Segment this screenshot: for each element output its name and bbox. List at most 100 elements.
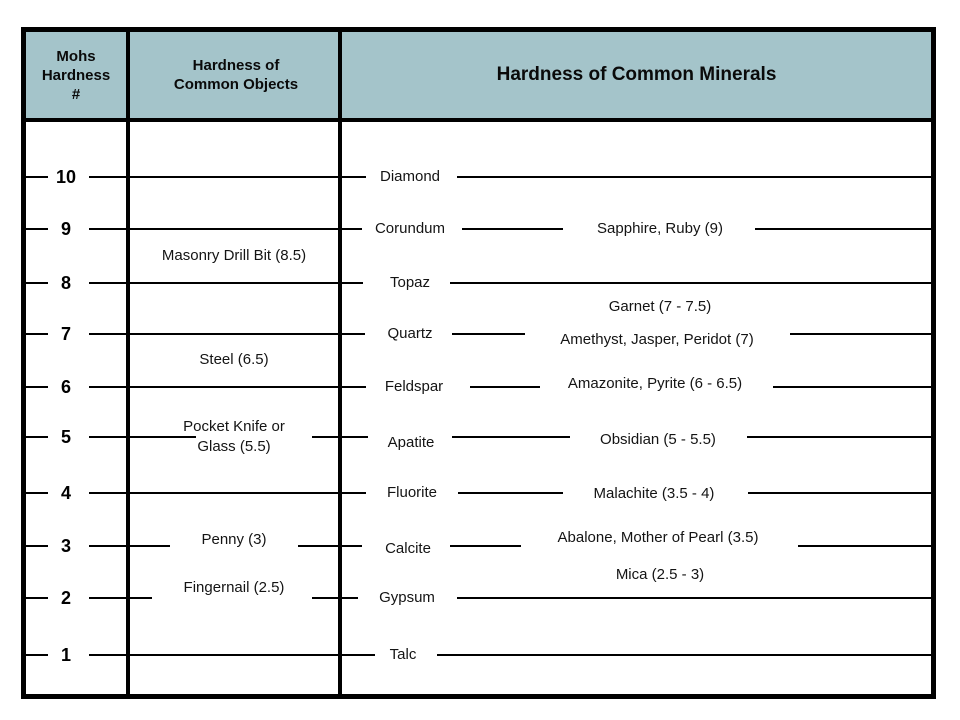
mineral-name-label: Fluorite — [386, 484, 438, 501]
hardness-number: 9 — [60, 219, 71, 239]
gem-examples-label: Amazonite, Pyrite (6 - 6.5) — [567, 375, 743, 392]
common-object-label: Fingernail (2.5) — [183, 579, 285, 596]
minerals-scale-line — [457, 597, 931, 599]
minerals-scale-line — [773, 386, 931, 388]
mineral-name-label: Calcite — [385, 540, 431, 557]
minerals-scale-line — [342, 228, 362, 230]
minerals-scale-line — [342, 492, 366, 494]
objects-scale-line — [130, 333, 338, 335]
minerals-scale-line — [470, 386, 540, 388]
hardness-tick-left — [26, 597, 48, 599]
minerals-scale-line — [437, 654, 931, 656]
mineral-name-label: Topaz — [389, 274, 431, 291]
minerals-scale-line — [342, 282, 363, 284]
header-mohs-line1: Mohs — [56, 47, 96, 65]
hardness-tick-left — [26, 282, 48, 284]
minerals-scale-line — [457, 176, 931, 178]
common-object-label: Pocket Knife or Glass (5.5) — [183, 418, 285, 455]
header-mohs-line2: Hardness — [41, 66, 111, 84]
minerals-scale-line — [342, 176, 366, 178]
objects-scale-line — [130, 282, 338, 284]
objects-scale-line — [312, 597, 338, 599]
hardness-number: 6 — [60, 377, 71, 397]
hardness-number: 1 — [60, 645, 71, 665]
hardness-number: 4 — [60, 483, 71, 503]
header-common-objects: Hardness of Common Objects — [130, 32, 342, 118]
minerals-scale-line — [342, 333, 365, 335]
hardness-tick-left — [26, 228, 48, 230]
minerals-scale-line — [790, 333, 931, 335]
minerals-scale-line — [342, 436, 368, 438]
chart-table-frame — [21, 27, 936, 699]
gem-examples-label: Amethyst, Jasper, Peridot (7) — [560, 331, 754, 348]
gem-examples-label: Sapphire, Ruby (9) — [597, 220, 723, 237]
hardness-tick-left — [26, 176, 48, 178]
column-divider-1 — [126, 32, 130, 694]
mineral-name-label: Corundum — [374, 220, 446, 237]
mineral-name-label: Apatite — [387, 434, 435, 451]
objects-scale-line — [130, 176, 338, 178]
objects-scale-line — [312, 436, 338, 438]
header-objects-line1: Hardness of — [192, 57, 280, 74]
objects-scale-line — [130, 436, 196, 438]
hardness-tick-right — [89, 545, 130, 547]
header-common-minerals: Hardness of Common Minerals — [342, 32, 931, 118]
objects-scale-line — [130, 228, 338, 230]
mineral-name-label: Diamond — [379, 168, 441, 185]
hardness-tick-left — [26, 492, 48, 494]
objects-scale-line — [130, 654, 338, 656]
minerals-scale-line — [452, 333, 525, 335]
header-minerals-text: Hardness of Common Minerals — [496, 64, 777, 85]
minerals-scale-line — [342, 654, 375, 656]
column-divider-2 — [338, 32, 342, 694]
hardness-tick-left — [26, 386, 48, 388]
minerals-scale-line — [342, 545, 362, 547]
gem-examples-label: Malachite (3.5 - 4) — [593, 485, 715, 502]
minerals-scale-line — [452, 436, 570, 438]
objects-scale-line — [130, 545, 170, 547]
floating-mineral-label: Garnet (7 - 7.5) — [608, 298, 712, 315]
hardness-number: 10 — [55, 167, 77, 187]
minerals-scale-line — [755, 228, 931, 230]
mineral-name-label: Talc — [389, 646, 417, 663]
header-objects-line2: Common Objects — [173, 76, 299, 93]
hardness-number: 7 — [60, 324, 71, 344]
minerals-scale-line — [748, 492, 931, 494]
hardness-tick-left — [26, 654, 48, 656]
hardness-number: 5 — [60, 427, 71, 447]
hardness-tick-left — [26, 545, 48, 547]
gem-examples-label: Obsidian (5 - 5.5) — [600, 431, 716, 448]
hardness-tick-right — [89, 333, 130, 335]
hardness-number: 3 — [60, 536, 71, 556]
hardness-tick-right — [89, 654, 130, 656]
hardness-tick-right — [89, 282, 130, 284]
hardness-tick-right — [89, 492, 130, 494]
header-mohs-number: Mohs Hardness # — [26, 32, 126, 118]
hardness-tick-right — [89, 436, 130, 438]
header-mohs-line3: # — [71, 85, 81, 103]
common-object-label: Masonry Drill Bit (8.5) — [161, 247, 307, 264]
common-object-label: Steel (6.5) — [199, 351, 269, 368]
hardness-tick-right — [89, 386, 130, 388]
gem-examples-label: Abalone, Mother of Pearl (3.5) — [557, 529, 759, 546]
hardness-number: 8 — [60, 273, 71, 293]
hardness-tick-left — [26, 333, 48, 335]
minerals-scale-line — [342, 386, 366, 388]
common-object-label: Penny (3) — [201, 531, 267, 548]
hardness-tick-right — [89, 176, 130, 178]
minerals-scale-line — [450, 282, 931, 284]
minerals-scale-line — [342, 597, 358, 599]
minerals-scale-line — [458, 492, 563, 494]
mineral-name-label: Feldspar — [384, 378, 444, 395]
header-row: Mohs Hardness # Hardness of Common Objec… — [26, 32, 931, 122]
objects-scale-line — [298, 545, 338, 547]
minerals-scale-line — [450, 545, 521, 547]
hardness-number: 2 — [60, 588, 71, 608]
floating-mineral-label: Mica (2.5 - 3) — [615, 566, 705, 583]
objects-scale-line — [130, 386, 338, 388]
mineral-name-label: Gypsum — [379, 589, 435, 606]
minerals-scale-line — [798, 545, 931, 547]
hardness-tick-left — [26, 436, 48, 438]
minerals-scale-line — [747, 436, 931, 438]
objects-scale-line — [130, 492, 338, 494]
